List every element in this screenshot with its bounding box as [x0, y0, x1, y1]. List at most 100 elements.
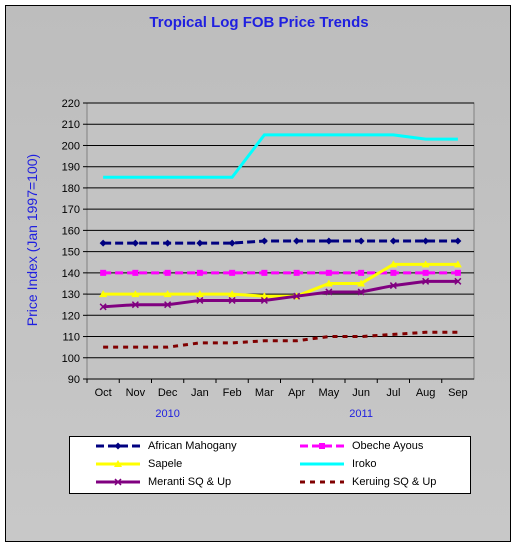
data-point [131, 290, 140, 298]
data-point [324, 279, 333, 287]
data-point [422, 237, 430, 245]
data-point [261, 269, 268, 276]
data-point [196, 239, 204, 247]
year-label: 2011 [349, 408, 373, 420]
data-point [260, 237, 268, 245]
data-point [454, 237, 462, 245]
data-point [421, 260, 430, 268]
x-tick-label: Mar [255, 387, 274, 399]
series-line [103, 133, 458, 179]
y-tick-label: 160 [62, 225, 80, 237]
y-tick-label: 210 [62, 119, 80, 131]
x-tick-label: Sep [448, 387, 468, 399]
data-point [164, 269, 171, 276]
legend-swatch [300, 443, 344, 449]
legend-swatch [96, 460, 140, 467]
legend-swatch [96, 478, 140, 486]
data-point [389, 260, 398, 268]
y-tick-label: 220 [62, 98, 80, 110]
data-point [293, 269, 300, 276]
data-point [454, 269, 461, 276]
data-point [114, 442, 122, 450]
data-point [99, 290, 108, 298]
legend-swatch [300, 480, 344, 484]
data-point [131, 239, 139, 247]
legend-item: African Mahogany [94, 437, 237, 455]
data-point [132, 269, 139, 276]
series-line [103, 279, 458, 309]
series-obeche-ayous [100, 269, 461, 276]
x-tick-label: Dec [158, 387, 178, 399]
series-line [103, 262, 458, 298]
year-label: 2010 [155, 408, 179, 420]
data-point [293, 292, 301, 300]
data-point [325, 288, 333, 296]
legend-item: Obeche Ayous [298, 437, 423, 455]
x-tick-label: Jan [191, 387, 209, 399]
data-point [389, 282, 397, 290]
legend-swatch [96, 442, 140, 450]
data-point [358, 269, 365, 276]
y-tick-label: 200 [62, 140, 80, 152]
y-tick-label: 90 [68, 374, 80, 386]
data-point [357, 288, 365, 296]
data-point [164, 301, 172, 309]
legend-item: Keruing SQ & Up [298, 473, 436, 491]
y-tick-label: 180 [62, 183, 80, 195]
data-point [229, 269, 236, 276]
legend-label: Sapele [148, 458, 183, 470]
series-african-mahogany [99, 237, 462, 247]
data-point [131, 301, 139, 309]
data-point [99, 239, 107, 247]
y-tick-label: 170 [62, 204, 80, 216]
data-point [357, 279, 366, 287]
legend-label: Keruing SQ & Up [352, 476, 437, 488]
legend-swatch [300, 462, 344, 466]
data-point [114, 478, 122, 486]
x-tick-label: Feb [223, 387, 242, 399]
data-point [422, 269, 429, 276]
legend-label: Meranti SQ & Up [148, 476, 232, 488]
legend-label: Obeche Ayous [352, 440, 424, 452]
legend-item: Sapele [94, 455, 182, 473]
legend-label: Iroko [352, 458, 377, 470]
x-tick-labels: Oct Nov Dec Jan Feb Mar Apr May Jun Jul Aug Sep 2010… [86, 379, 468, 420]
data-point [325, 237, 333, 245]
data-point [228, 239, 236, 247]
data-point [454, 277, 462, 285]
series-line [103, 239, 458, 245]
data-point [228, 290, 237, 298]
data-point [293, 237, 301, 245]
data-point [196, 269, 203, 276]
data-point [422, 277, 430, 285]
data-point [389, 237, 397, 245]
data-point [319, 443, 325, 449]
legend-item: Iroko [298, 455, 376, 473]
data-point [163, 290, 172, 298]
y-tick-label: 110 [62, 332, 80, 344]
y-tick-label: 150 [62, 247, 80, 259]
x-tick-label: Nov [126, 387, 146, 399]
data-point [99, 303, 107, 311]
data-point [325, 269, 332, 276]
data-point [196, 296, 204, 304]
data-point [164, 239, 172, 247]
y-tick-label: 140 [62, 268, 80, 280]
data-point [453, 260, 462, 268]
series-iroko [103, 133, 458, 179]
y-tick-label: 120 [62, 310, 80, 322]
data-point [100, 269, 107, 276]
series-meranti-sq-up [99, 277, 462, 311]
y-tick-label: 100 [62, 353, 80, 365]
data-point [195, 290, 204, 298]
x-tick-label: Jul [386, 387, 400, 399]
data-point [228, 296, 236, 304]
y-tick-label: 130 [62, 289, 80, 301]
series-layer [99, 133, 462, 349]
data-point [357, 237, 365, 245]
legend-label: African Mahogany [148, 440, 237, 452]
legend: African Mahogany Obeche Ayous Sapele Iroko M… [69, 436, 471, 494]
y-tick-labels: 90 100 110 120 130 140 150 160 170 180 190 200 210 22… [62, 98, 80, 386]
x-tick-label: Jun [352, 387, 370, 399]
x-tick-label: May [318, 387, 339, 399]
